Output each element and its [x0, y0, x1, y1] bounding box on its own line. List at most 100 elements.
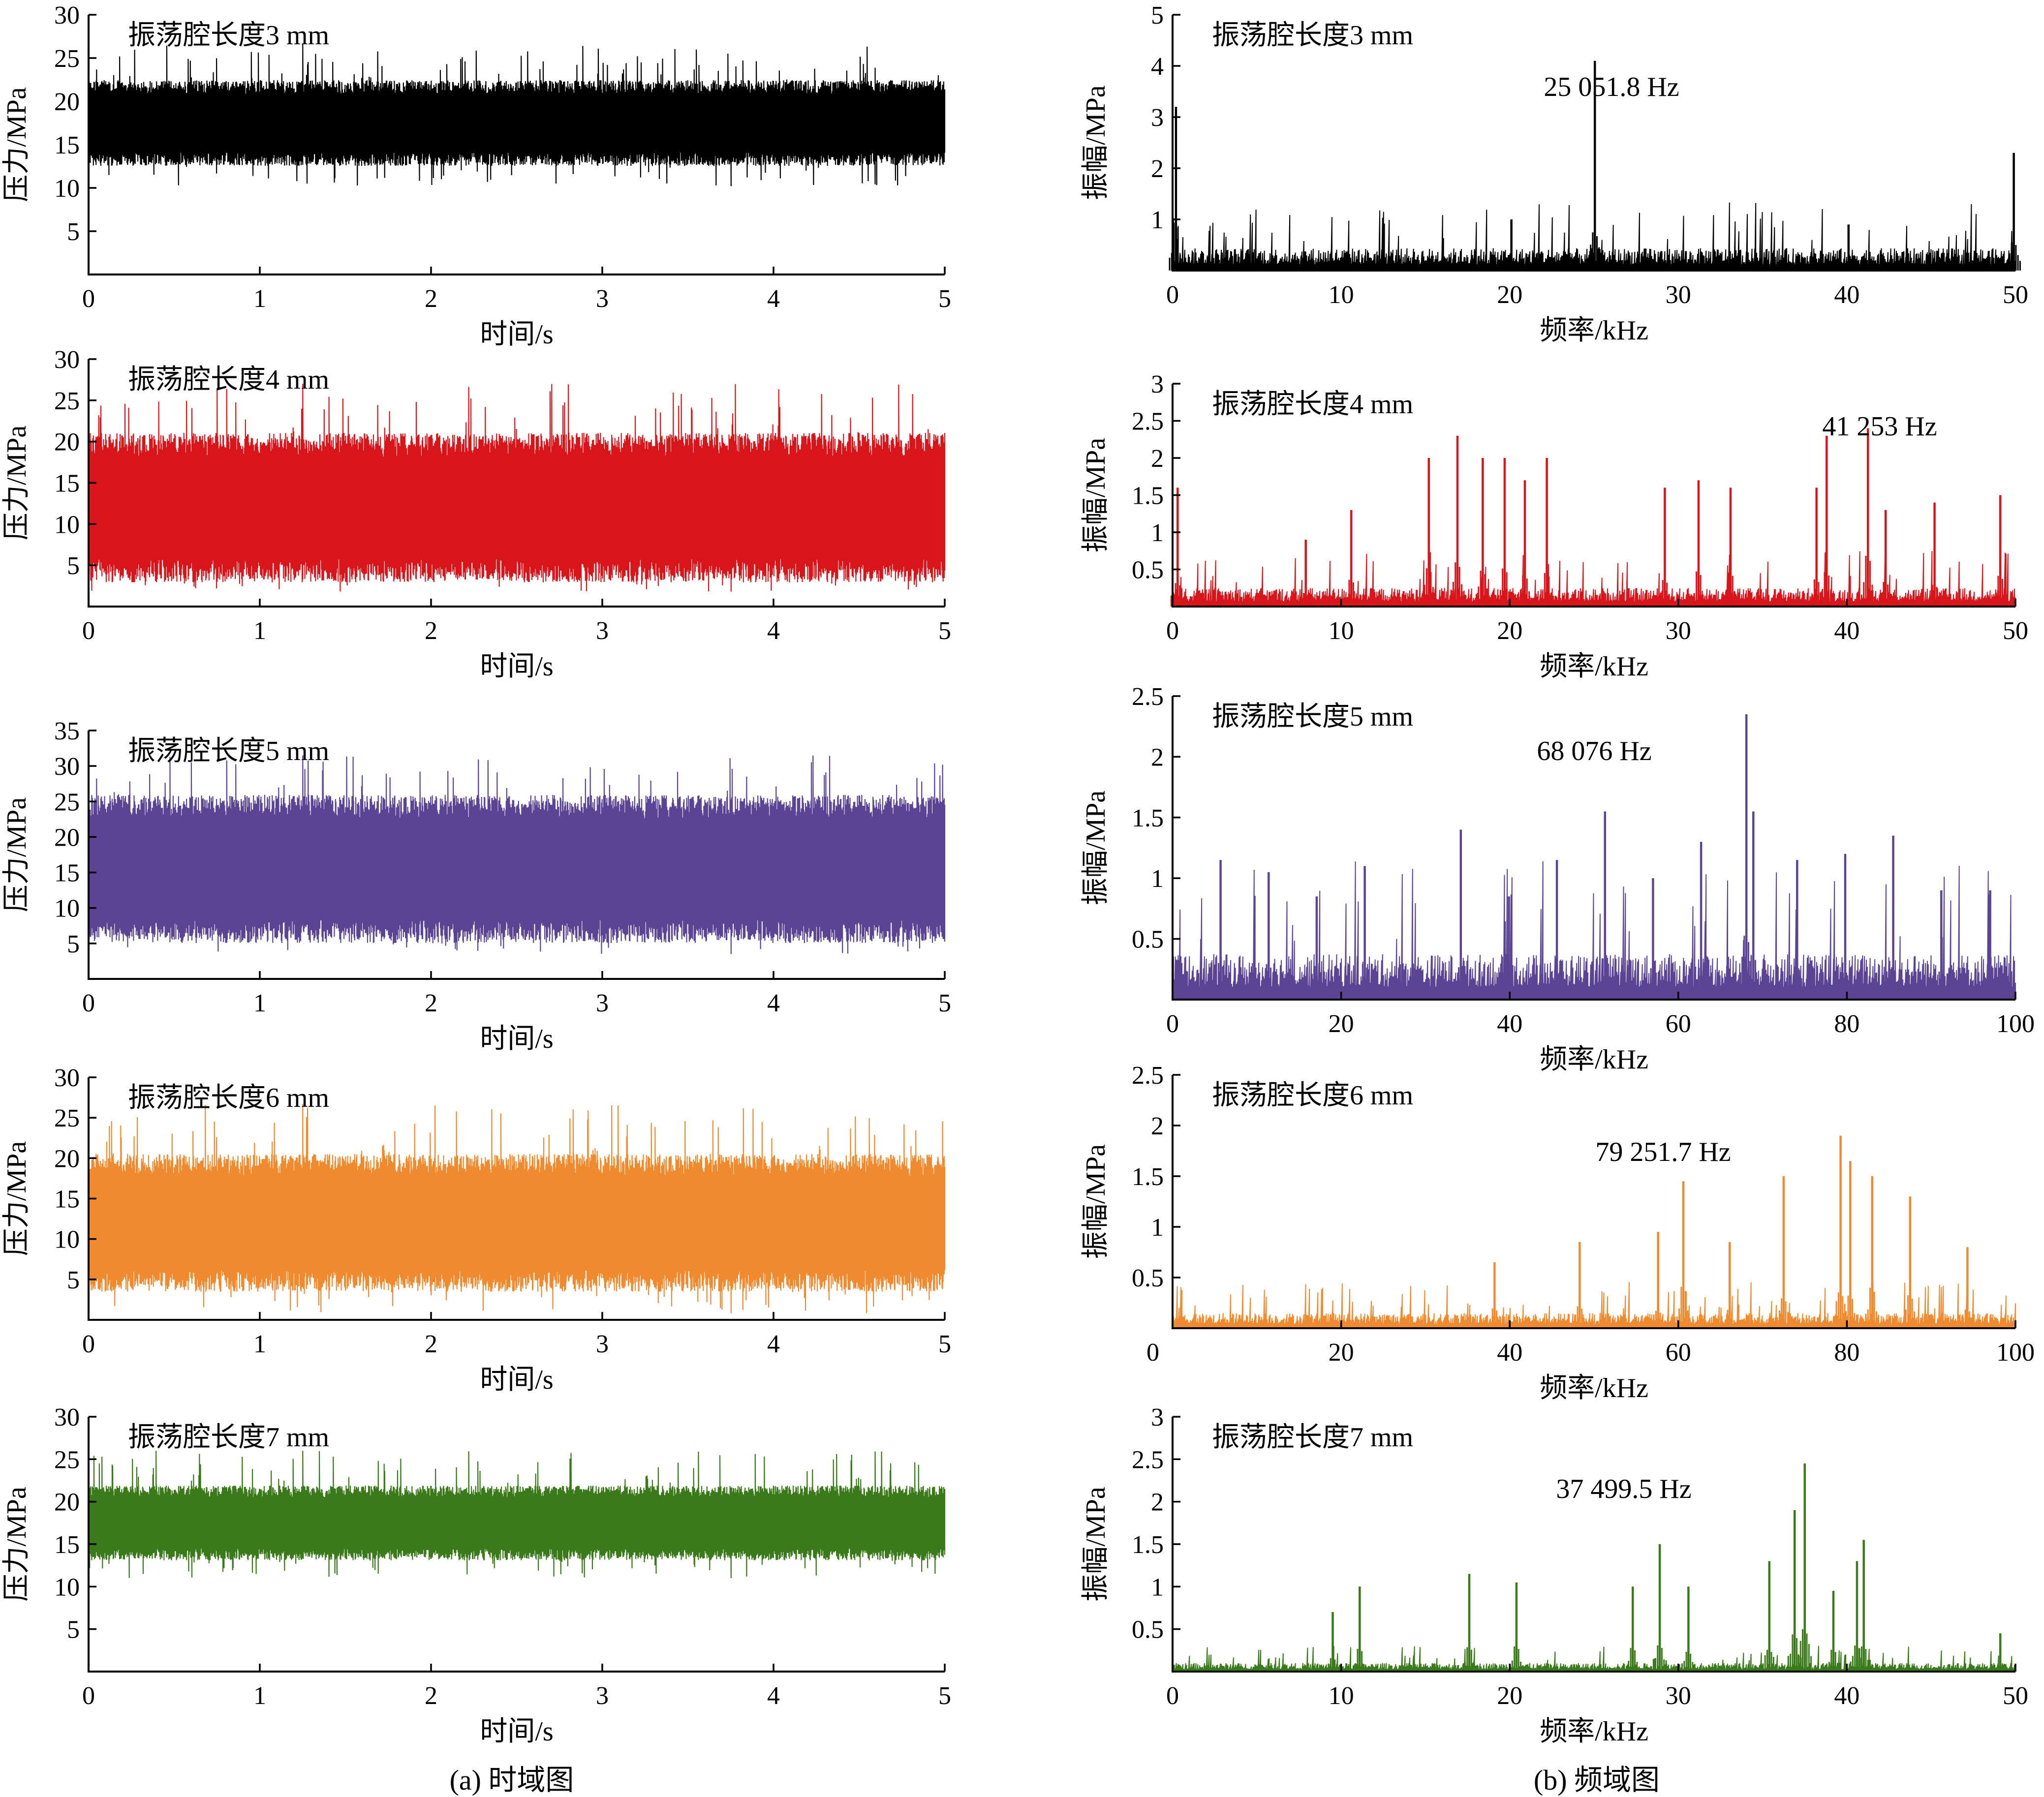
panel-title: 振荡腔长度6 mm — [128, 1083, 329, 1113]
y-tick-label: 35 — [54, 717, 80, 745]
pressure-trace — [88, 384, 946, 592]
x-tick-label: 5 — [938, 1330, 951, 1358]
x-tick-label: 4 — [767, 285, 780, 313]
x-tick-label: 10 — [1329, 1682, 1354, 1710]
panel-freq-7mm: 37 499.5 Hz 0 10 20 30 40 50 0.5 1 1.5 2 2.5 3 频率/kHz… — [1081, 1403, 2028, 1747]
x-tick-label: 20 — [1329, 1339, 1354, 1367]
y-tick-label: 20 — [54, 88, 80, 116]
y-axis-label: 振幅/MPa — [1081, 791, 1111, 905]
x-tick-label: 0 — [1166, 1010, 1179, 1038]
x-axis-label: 频率/kHz — [1540, 1373, 1648, 1403]
x-tick-label: 3 — [596, 1330, 609, 1358]
x-tick-label: 5 — [938, 285, 951, 313]
x-tick-label: 2 — [425, 1682, 437, 1710]
y-tick-label: 30 — [54, 346, 80, 374]
y-tick-label: 5 — [67, 1616, 80, 1644]
x-tick-label: 2 — [425, 989, 437, 1017]
y-tick-label: 25 — [54, 788, 80, 816]
x-tick-label: 30 — [1666, 617, 1691, 645]
x-axis-label: 频率/kHz — [1540, 1716, 1648, 1747]
y-tick-label: 15 — [54, 470, 80, 498]
caption-left: (a) 时域图 — [450, 1764, 574, 1796]
y-axis-label: 振幅/MPa — [1081, 438, 1111, 552]
panel-time-5mm: 0 1 2 3 4 5 5 10 15 20 25 30 35 时间/s 压力/MPa 振荡腔长度5 mm — [1, 717, 951, 1054]
spectrum-trace — [1172, 1645, 2016, 1672]
y-tick-label: 3 — [1151, 104, 1164, 132]
x-axis-label: 时间/s — [480, 651, 553, 682]
y-tick-label: 2.5 — [1132, 1062, 1164, 1090]
panel-title: 振荡腔长度3 mm — [128, 20, 329, 51]
y-tick-label: 1 — [1151, 1573, 1164, 1601]
y-tick-label: 0.5 — [1132, 556, 1164, 584]
x-tick-label: 0 — [82, 285, 95, 313]
x-tick-label: 40 — [1834, 617, 1859, 645]
y-tick-label: 15 — [54, 131, 80, 159]
pressure-trace — [88, 1104, 946, 1313]
x-tick-label: 0 — [1166, 281, 1179, 309]
y-tick-label: 25 — [54, 45, 80, 73]
x-tick-label: 4 — [767, 617, 780, 645]
x-axis-label: 时间/s — [480, 1365, 553, 1395]
panel-title: 振荡腔长度5 mm — [1212, 701, 1413, 732]
x-axis-label: 频率/kHz — [1540, 1044, 1648, 1075]
x-tick-label: 30 — [1666, 1682, 1691, 1710]
x-tick-label: 20 — [1497, 281, 1522, 309]
y-tick-label: 10 — [54, 175, 80, 203]
x-tick-label: 50 — [2003, 617, 2028, 645]
x-tick-label: 0 — [82, 1330, 95, 1358]
pressure-trace — [88, 1451, 946, 1579]
y-tick-label: 30 — [54, 1403, 80, 1432]
peak-frequency-label: 41 253 Hz — [1822, 411, 1937, 442]
panel-title: 振荡腔长度4 mm — [128, 365, 329, 395]
y-tick-label: 5 — [1151, 1, 1164, 30]
y-tick-label: 2 — [1151, 155, 1164, 183]
y-tick-label: 0.5 — [1132, 926, 1164, 954]
y-tick-label: 25 — [54, 387, 80, 415]
x-tick-label: 2 — [425, 285, 437, 313]
y-tick-label: 0.5 — [1132, 1616, 1164, 1644]
y-axis-label: 压力/MPa — [1, 426, 32, 540]
x-tick-label: 60 — [1666, 1010, 1691, 1038]
panel-freq-5mm: 68 076 Hz 0 20 40 60 80 100 0.5 1 1.5 2 2.5 频率/kHz 振幅… — [1081, 683, 2035, 1075]
y-tick-label: 20 — [54, 428, 80, 457]
x-tick-label: 40 — [1497, 1010, 1522, 1038]
y-tick-label: 3 — [1151, 1403, 1164, 1432]
x-tick-label: 20 — [1497, 1682, 1522, 1710]
x-tick-label: 30 — [1666, 281, 1691, 309]
x-tick-label: 2 — [425, 1330, 437, 1358]
x-tick-label: 50 — [2003, 281, 2028, 309]
y-tick-label: 1.5 — [1132, 482, 1164, 510]
y-tick-label: 1 — [1151, 865, 1164, 893]
y-tick-label: 1.5 — [1132, 1163, 1164, 1191]
y-tick-label: 15 — [54, 1531, 80, 1559]
y-tick-label: 2.5 — [1132, 1446, 1164, 1474]
y-tick-label: 20 — [54, 823, 80, 852]
x-tick-label: 1 — [253, 1330, 266, 1358]
x-tick-label: 3 — [596, 1682, 609, 1710]
x-axis-label: 频率/kHz — [1540, 651, 1648, 682]
x-tick-label: 10 — [1329, 281, 1354, 309]
y-tick-label: 5 — [67, 552, 80, 580]
y-tick-label: 20 — [54, 1489, 80, 1517]
y-tick-label: 2.5 — [1132, 683, 1164, 711]
x-tick-label: 40 — [1834, 1682, 1859, 1710]
y-tick-label: 10 — [54, 1226, 80, 1254]
y-tick-label: 5 — [67, 1266, 80, 1294]
y-tick-label: 30 — [54, 753, 80, 781]
panel-time-3mm: 0 1 2 3 4 5 5 10 15 20 25 30 时间/s 压力/MPa 振荡腔长度3 mm — [1, 1, 951, 350]
y-tick-label: 5 — [67, 218, 80, 246]
x-tick-label: 10 — [1329, 617, 1354, 645]
x-tick-label: 5 — [938, 989, 951, 1017]
y-axis-label: 振幅/MPa — [1081, 85, 1111, 200]
panel-freq-3mm: 25 051.8 Hz 0 10 20 30 40 50 1 2 3 4 5 频率/kHz 振幅/MPa 振… — [1081, 1, 2028, 346]
x-axis-label: 时间/s — [480, 1024, 553, 1054]
x-tick-label: 3 — [596, 617, 609, 645]
x-axis-label: 时间/s — [480, 1716, 553, 1747]
spectrum-trace — [1172, 551, 2016, 607]
x-tick-label: 60 — [1666, 1339, 1691, 1367]
x-tick-label: 0 — [82, 617, 95, 645]
x-axis-label: 时间/s — [480, 319, 553, 350]
y-axis-label: 振幅/MPa — [1081, 1144, 1111, 1259]
y-tick-label: 10 — [54, 511, 80, 539]
